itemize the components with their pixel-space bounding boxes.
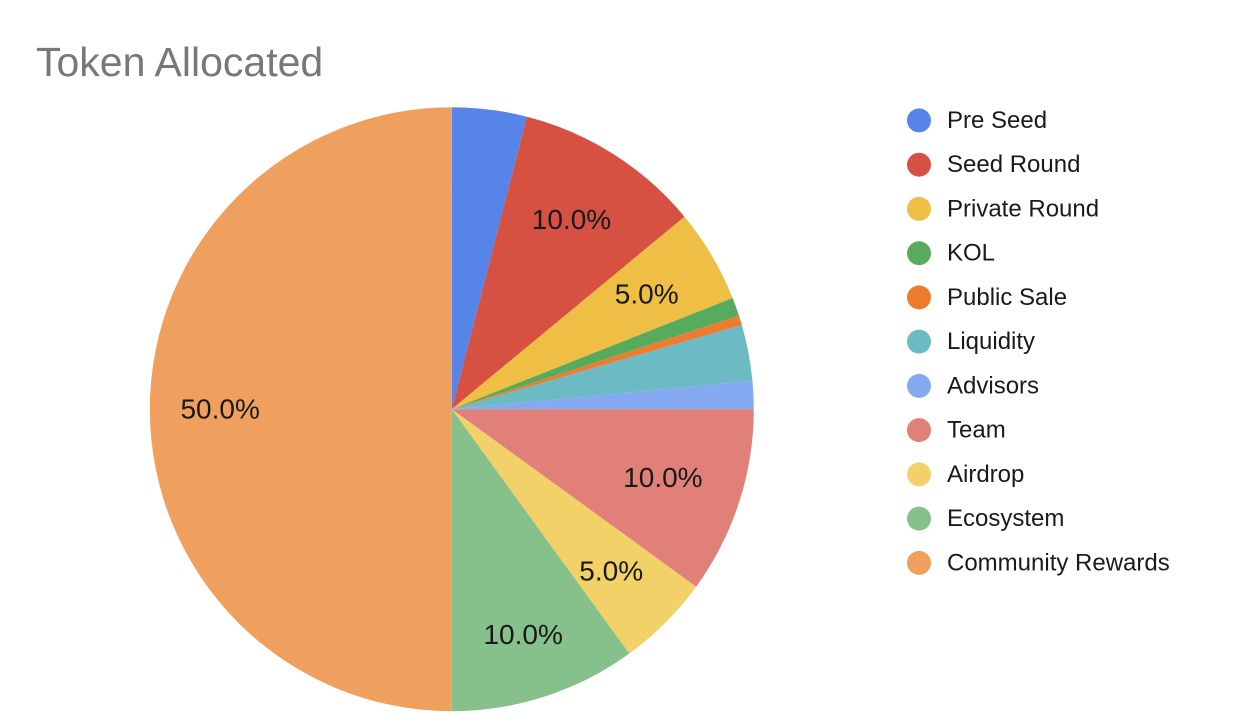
svg-text:Community Rewards: Community Rewards xyxy=(947,549,1170,576)
svg-text:Team: Team xyxy=(947,417,1006,444)
svg-text:10.0%: 10.0% xyxy=(532,204,611,235)
svg-text:10.0%: 10.0% xyxy=(623,462,702,493)
svg-text:Public Sale: Public Sale xyxy=(947,284,1067,311)
svg-text:Token Allocated: Token Allocated xyxy=(36,39,323,85)
svg-text:Airdrop: Airdrop xyxy=(947,461,1024,488)
svg-text:Seed Round: Seed Round xyxy=(947,151,1080,178)
svg-text:KOL: KOL xyxy=(947,240,995,267)
svg-text:Liquidity: Liquidity xyxy=(947,328,1035,355)
svg-text:50.0%: 50.0% xyxy=(180,394,259,425)
svg-text:Ecosystem: Ecosystem xyxy=(947,505,1064,532)
svg-text:5.0%: 5.0% xyxy=(615,279,679,310)
svg-text:Pre Seed: Pre Seed xyxy=(947,107,1047,134)
svg-text:10.0%: 10.0% xyxy=(483,619,562,650)
svg-text:5.0%: 5.0% xyxy=(579,556,643,587)
svg-text:Private Round: Private Round xyxy=(947,195,1099,222)
svg-text:Advisors: Advisors xyxy=(947,372,1039,399)
